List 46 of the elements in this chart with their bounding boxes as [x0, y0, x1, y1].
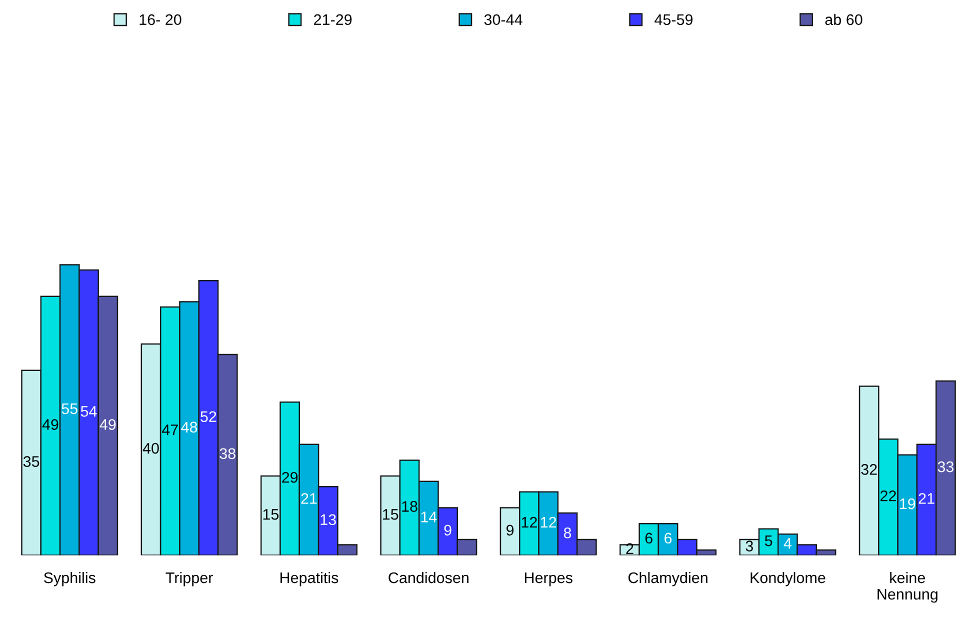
data-label: 52 — [200, 411, 216, 422]
data-label: 2 — [626, 543, 634, 554]
x-tick-label: Candidosen — [388, 572, 468, 584]
data-label: 12 — [541, 516, 556, 528]
data-label: 35 — [23, 456, 40, 467]
legend-label: 30-44 — [484, 14, 522, 26]
data-label: 21 — [918, 493, 934, 504]
legend-label: 45-59 — [654, 14, 693, 26]
x-tick-label: Chlamydien — [628, 572, 708, 586]
data-label: 5 — [764, 536, 772, 546]
data-label: 4 — [784, 538, 792, 549]
legend-label: 16- 20 — [140, 14, 182, 26]
x-tick-label: Kondylome — [750, 572, 826, 586]
data-label: 9 — [444, 524, 452, 536]
data-label: 14 — [421, 512, 437, 522]
x-tick-label: keine Nennung — [878, 572, 938, 603]
data-label: 6 — [645, 532, 652, 544]
data-label: 55 — [62, 403, 78, 414]
data-label: 48 — [181, 422, 198, 433]
x-tick-label: Syphilis — [44, 572, 96, 586]
data-label: 6 — [664, 532, 672, 544]
data-label: 9 — [506, 524, 514, 536]
data-label: 15 — [383, 509, 398, 520]
data-label: 49 — [100, 419, 116, 430]
x-tick-label: Hepatitis — [280, 572, 338, 586]
x-tick-label: Herpes — [524, 572, 572, 586]
legend-label: 21-29 — [314, 14, 352, 26]
data-label: 40 — [142, 442, 159, 454]
data-label: 19 — [900, 498, 916, 510]
data-label: 49 — [42, 419, 58, 430]
data-label: 32 — [861, 464, 877, 475]
data-label: 29 — [282, 472, 298, 483]
x-tick-label: Tripper — [166, 572, 213, 586]
data-label: 18 — [402, 501, 418, 512]
data-label: 33 — [938, 461, 954, 472]
legend-label: ab 60 — [825, 14, 862, 26]
data-label: 47 — [162, 424, 178, 436]
data-label: 12 — [522, 516, 537, 528]
data-label: 8 — [564, 527, 572, 538]
data-label: 54 — [80, 406, 97, 417]
data-label: 38 — [220, 448, 236, 460]
data-label: 21 — [301, 493, 317, 504]
data-label: 22 — [880, 490, 896, 502]
data-label: 15 — [263, 509, 279, 520]
data-label: 13 — [320, 514, 336, 526]
data-label: 3 — [746, 540, 753, 552]
